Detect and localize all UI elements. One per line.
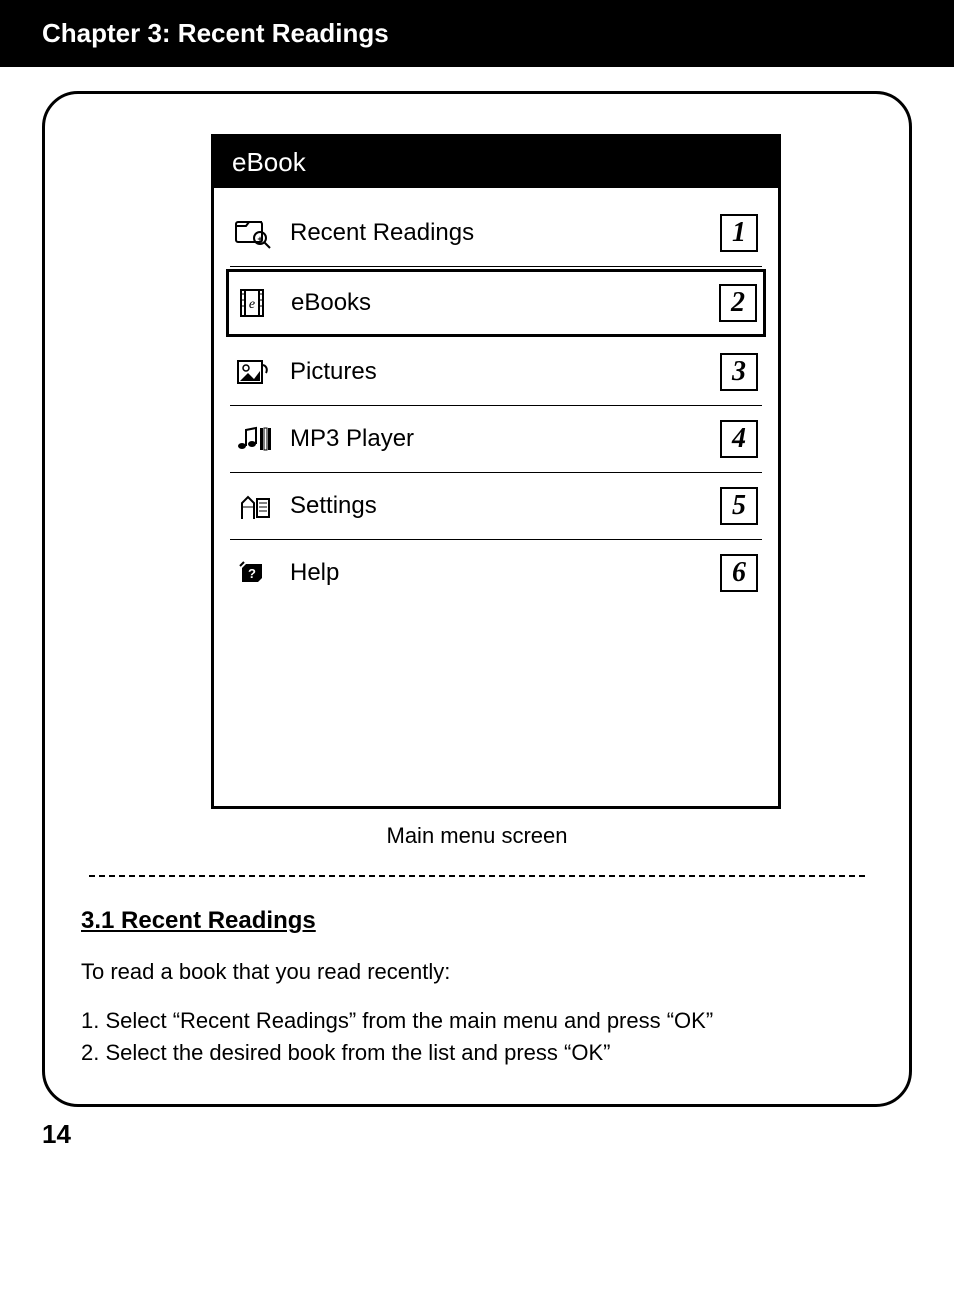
menu-item-label: Help xyxy=(290,559,720,587)
svg-text:+: + xyxy=(257,234,262,244)
menu-item-number: 6 xyxy=(720,554,758,592)
help-icon: ? xyxy=(234,556,274,590)
menu-item-label: Settings xyxy=(290,492,720,520)
device-screen-title: eBook xyxy=(214,137,778,188)
chapter-title: Chapter 3: Recent Readings xyxy=(42,18,389,48)
page-frame: eBook + Recent Readings 1 xyxy=(42,91,912,1107)
menu-item-label: Pictures xyxy=(290,358,720,386)
menu-item-label: Recent Readings xyxy=(290,219,720,247)
menu-item-settings[interactable]: Settings 5 xyxy=(230,473,762,540)
section-steps: 1. Select “Recent Readings” from the mai… xyxy=(81,1005,873,1069)
menu-item-pictures[interactable]: Pictures 3 xyxy=(230,339,762,406)
menu-item-label: MP3 Player xyxy=(290,425,720,453)
menu-item-label: eBooks xyxy=(291,289,719,317)
settings-icon xyxy=(234,489,274,523)
menu-item-number: 1 xyxy=(720,214,758,252)
screen-caption: Main menu screen xyxy=(81,823,873,849)
section-title: 3.1 Recent Readings xyxy=(81,907,873,935)
step-line: 1. Select “Recent Readings” from the mai… xyxy=(81,1005,873,1037)
menu-item-recent-readings[interactable]: + Recent Readings 1 xyxy=(230,200,762,267)
menu-item-help[interactable]: ? Help 6 xyxy=(230,540,762,606)
menu-item-ebooks[interactable]: e eBooks 2 xyxy=(226,269,766,337)
menu-item-number: 4 xyxy=(720,420,758,458)
chapter-header: Chapter 3: Recent Readings xyxy=(0,0,954,67)
menu-item-number: 3 xyxy=(720,353,758,391)
pictures-icon xyxy=(234,355,274,389)
recent-readings-icon: + xyxy=(234,216,274,250)
menu-item-number: 2 xyxy=(719,284,757,322)
svg-text:e: e xyxy=(249,297,255,312)
menu-list: + Recent Readings 1 e xyxy=(214,188,778,806)
page-number: 14 xyxy=(42,1119,954,1150)
menu-item-number: 5 xyxy=(720,487,758,525)
mp3-player-icon xyxy=(234,422,274,456)
section-intro: To read a book that you read recently: xyxy=(81,957,873,987)
dashed-separator xyxy=(89,875,865,877)
ebooks-icon: e xyxy=(235,286,275,320)
svg-text:?: ? xyxy=(248,566,256,581)
device-screen: eBook + Recent Readings 1 xyxy=(211,134,781,809)
step-line: 2. Select the desired book from the list… xyxy=(81,1037,873,1069)
menu-item-mp3-player[interactable]: MP3 Player 4 xyxy=(230,406,762,473)
